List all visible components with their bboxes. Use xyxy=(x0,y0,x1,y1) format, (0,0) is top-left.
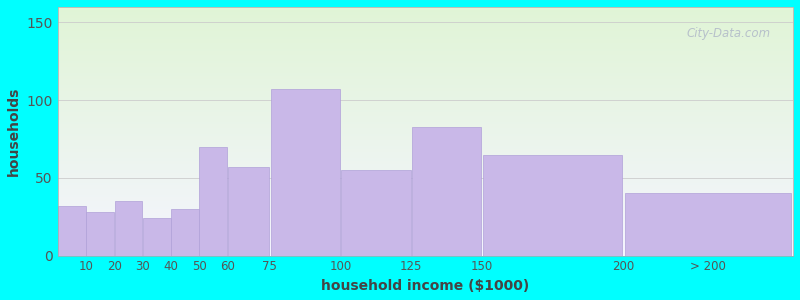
Bar xyxy=(199,147,227,256)
Bar xyxy=(143,218,170,256)
Bar xyxy=(114,201,142,256)
Bar xyxy=(86,212,114,256)
Bar xyxy=(58,206,86,256)
Text: City-Data.com: City-Data.com xyxy=(687,27,771,40)
Bar xyxy=(483,154,622,256)
Y-axis label: households: households xyxy=(7,87,21,176)
X-axis label: household income ($1000): household income ($1000) xyxy=(322,279,530,293)
Bar xyxy=(270,89,340,256)
Bar xyxy=(412,127,482,256)
Bar xyxy=(171,209,199,256)
Bar xyxy=(228,167,270,256)
Bar xyxy=(625,194,791,256)
Bar xyxy=(342,170,410,256)
